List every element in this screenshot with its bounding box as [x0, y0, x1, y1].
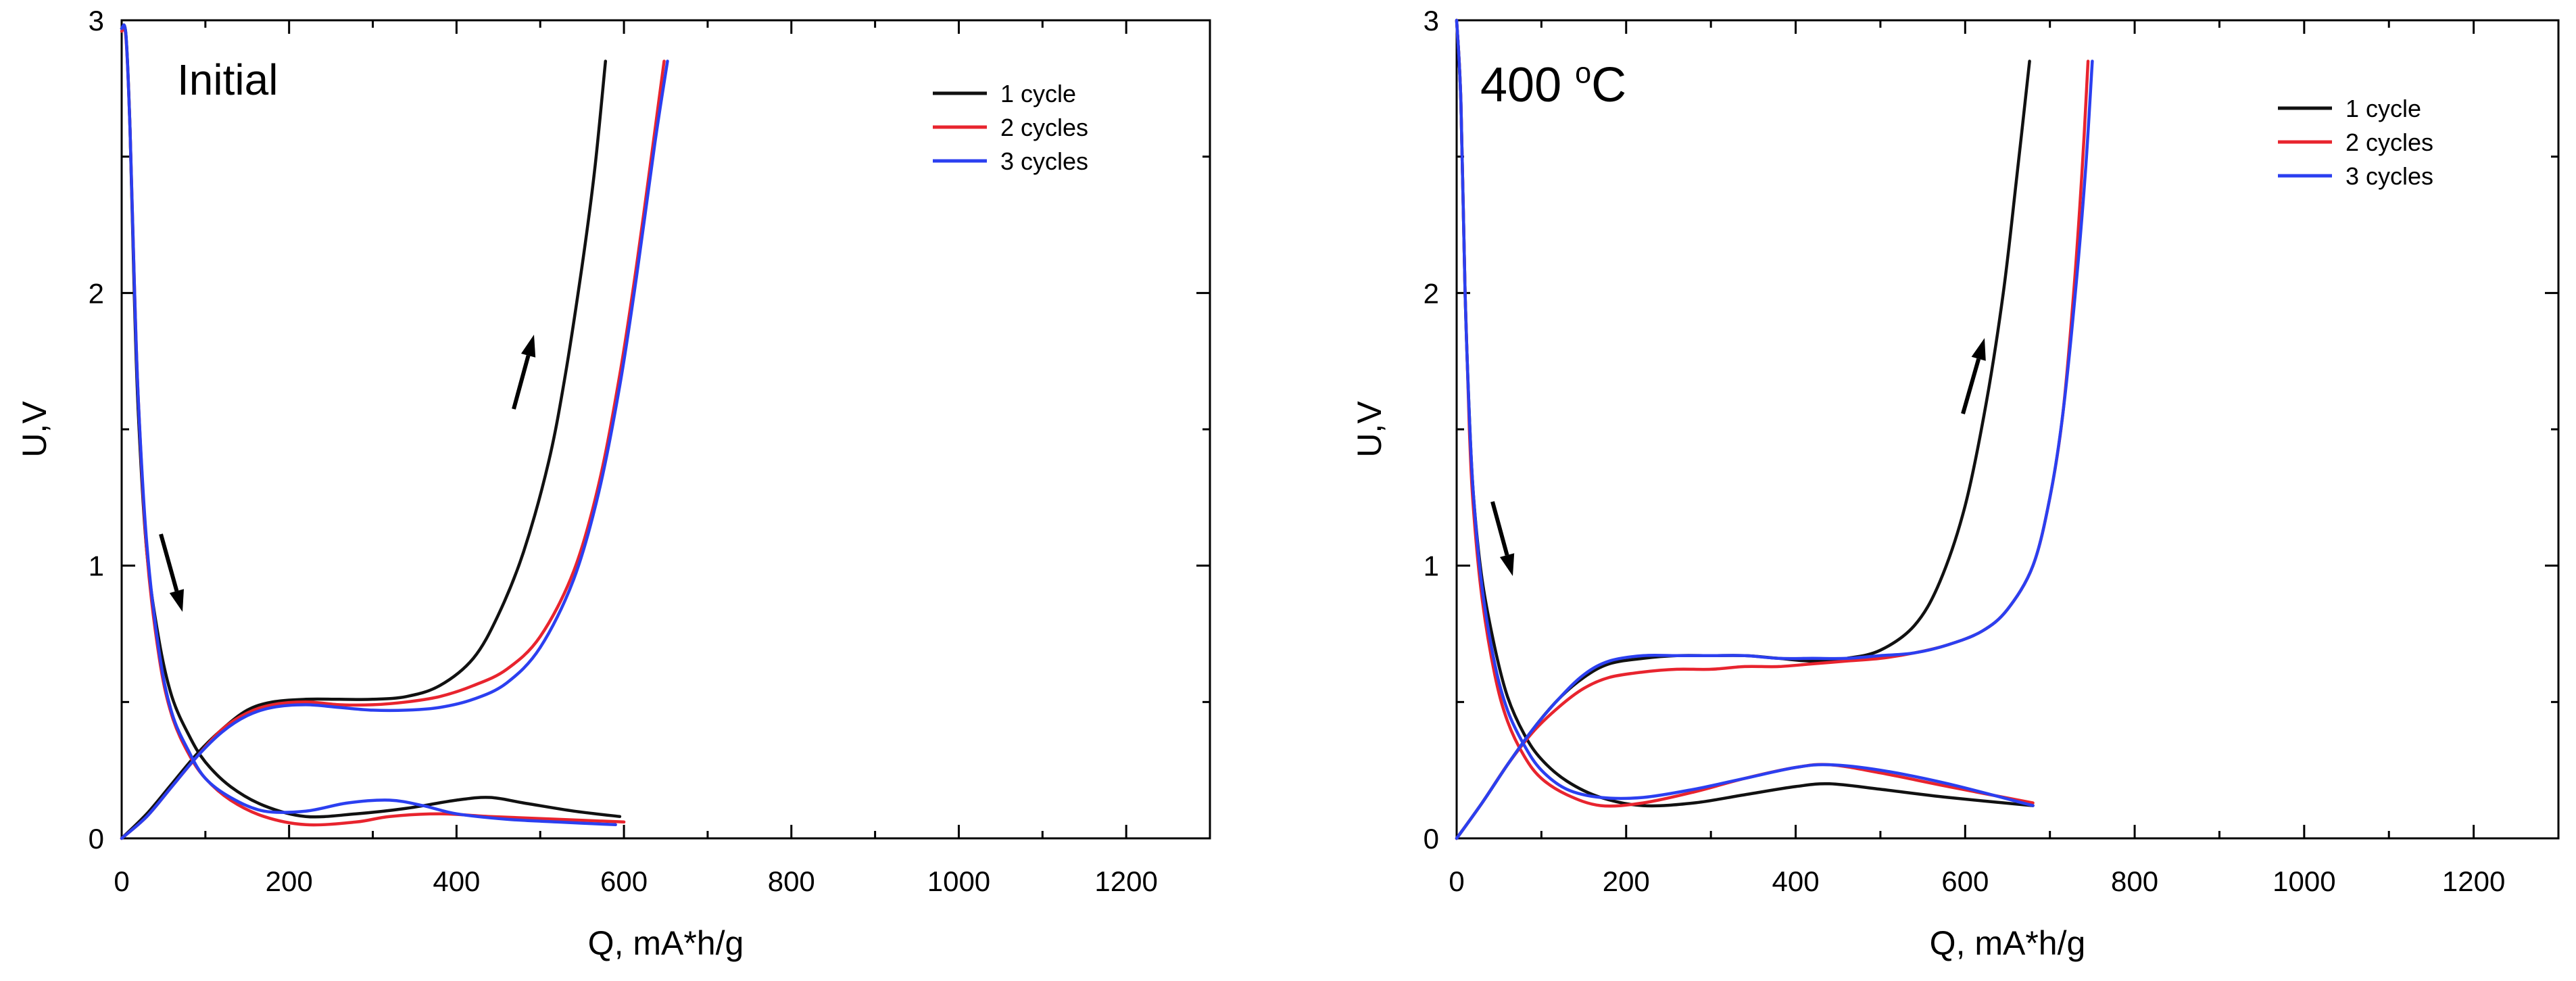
chart-title: 400 oC: [1480, 57, 1626, 112]
x-tick-label: 1000: [2273, 865, 2335, 897]
chart-title: Initial: [177, 55, 278, 104]
x-axis-label: Q, mA*h/g: [588, 924, 744, 962]
y-tick-label: 0: [1424, 823, 1439, 855]
x-tick-label: 400: [1772, 865, 1819, 897]
arrow-shaft: [1961, 358, 1981, 414]
legend-label: 3 cycles: [2346, 162, 2433, 190]
y-tick-label: 0: [89, 823, 104, 855]
x-axis-label: Q, mA*h/g: [1930, 924, 2086, 962]
legend-label: 2 cycles: [2346, 128, 2433, 156]
chart-panel-2: 0 200 400 600 800 1000 1200 0 1 2 3 Q, mA*h/g U,V 400…: [1351, 5, 2560, 962]
chart-title-superscript: o: [1575, 57, 1591, 90]
x-tick-label: 600: [1941, 865, 1989, 897]
series-1-cycle-charge-line: [120, 59, 608, 840]
arrow-shaft: [1490, 501, 1509, 556]
x-tick-label: 200: [1603, 865, 1650, 897]
series-3-cycles-discharge-line: [1455, 18, 2035, 807]
chart-title-text: Initial: [177, 55, 278, 104]
series-2-cycles-charge-line: [1455, 59, 2090, 840]
y-tick-label: 2: [89, 277, 104, 309]
series-2-cycles-discharge-line: [1455, 18, 2035, 808]
x-tick-label: 0: [1449, 865, 1464, 897]
legend: 1 cycle 2 cycles 3 cycles: [2278, 95, 2433, 190]
legend-label: 1 cycle: [2346, 95, 2421, 122]
arrow-head: [169, 589, 185, 612]
y-tick-label: 3: [1424, 5, 1439, 37]
series-3-cycles-charge-line: [120, 59, 669, 840]
x-tick-label: 200: [266, 865, 313, 897]
chart-title-suffix: C: [1591, 58, 1626, 112]
series-1-cycle-discharge-line: [1455, 18, 2035, 808]
discharge-direction-arrow: [1490, 501, 1515, 576]
series-3-cycles-discharge-line: [120, 23, 617, 827]
series-3-cycles-charge-line: [1455, 59, 2094, 840]
y-tick-label: 3: [89, 5, 104, 37]
y-tick-label: 1: [89, 550, 104, 582]
y-tick-label: 1: [1424, 550, 1439, 582]
legend-label: 3 cycles: [1000, 147, 1088, 175]
arrow-shaft: [512, 355, 531, 410]
y-tick-label: 2: [1424, 277, 1439, 309]
arrow-head: [1499, 553, 1515, 576]
x-tick-label: 1200: [1094, 865, 1157, 897]
x-tick-label: 800: [768, 865, 815, 897]
x-tick-label: 1200: [2442, 865, 2505, 897]
x-tick-label: 0: [114, 865, 129, 897]
x-tick-label: 600: [600, 865, 648, 897]
x-tick-label: 400: [433, 865, 480, 897]
discharge-direction-arrow: [159, 533, 185, 612]
y-axis-label: U,V: [16, 401, 53, 458]
arrow-shaft: [159, 533, 179, 592]
charge-direction-arrow: [1961, 338, 1986, 414]
series-2-cycles-charge-line: [120, 59, 666, 840]
y-axis-label: U,V: [1351, 401, 1388, 458]
chart-title-text: 400: [1480, 58, 1575, 112]
x-tick-label: 800: [2111, 865, 2158, 897]
legend-label: 1 cycle: [1000, 80, 1076, 107]
plot-frame: [120, 19, 1211, 840]
charge-direction-arrow: [512, 335, 536, 410]
arrow-head: [1971, 338, 1986, 361]
x-tick-label: 1000: [927, 865, 990, 897]
legend: 1 cycle 2 cycles 3 cycles: [933, 80, 1088, 175]
legend-label: 2 cycles: [1000, 114, 1088, 141]
chart-panel-1: 0 200 400 600 800 1000 1200 0 1 2 3 Q, mA*h/g U,V Ini…: [16, 5, 1211, 962]
arrow-head: [520, 335, 536, 358]
